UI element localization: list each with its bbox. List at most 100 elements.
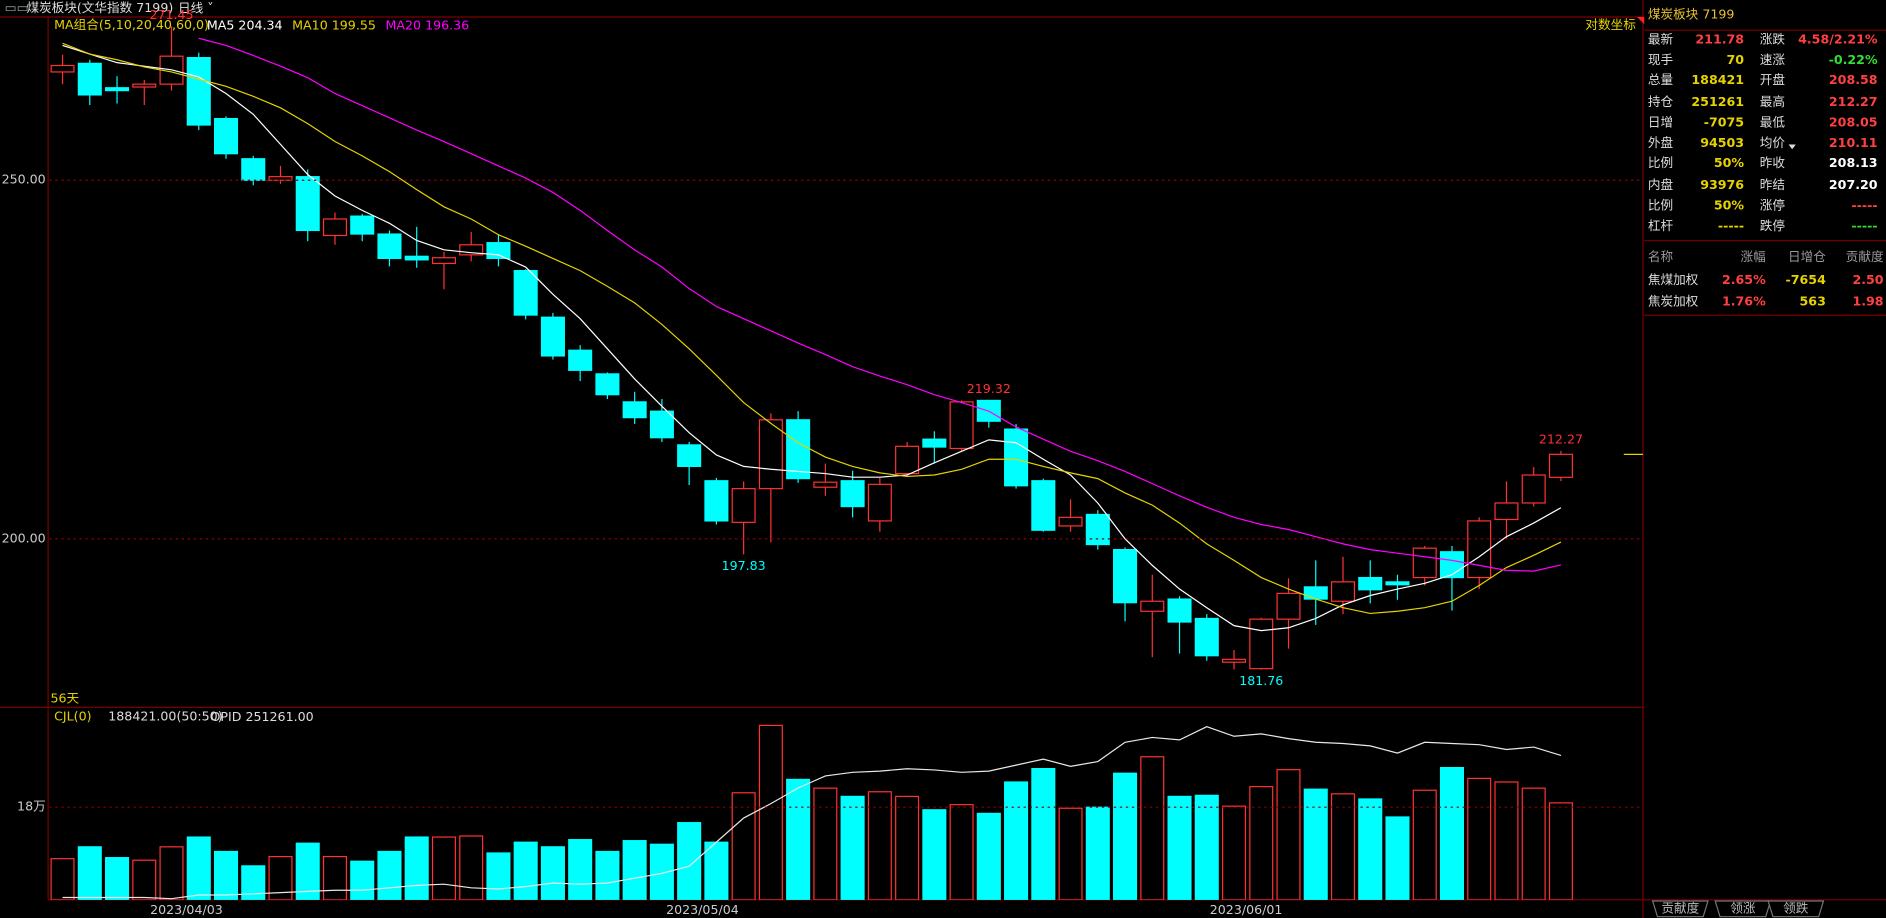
candle-body: [677, 444, 702, 468]
volume-bar: [922, 809, 947, 900]
table-header: 贡献度: [1846, 249, 1884, 264]
volume-bar: [813, 787, 838, 900]
volume-bar: [1412, 789, 1437, 900]
candle-body: [1140, 600, 1165, 612]
volume-bar: [1494, 781, 1519, 900]
candle-body: [1167, 598, 1192, 623]
volume-bar: [622, 840, 647, 900]
volume-bar: [295, 842, 320, 900]
volume-bar: [1004, 781, 1029, 900]
quote-value: 188421: [1691, 72, 1744, 87]
quote-value: 208.05: [1829, 114, 1878, 129]
tab[interactable]: [1767, 900, 1825, 918]
volume-bar: [1439, 766, 1464, 900]
ma-legend-value: 199.55: [332, 17, 376, 32]
quote-value: 70: [1727, 52, 1745, 67]
candle-body: [513, 270, 538, 316]
candle-body: [186, 57, 211, 126]
instrument-title: 煤炭板块(文华指数 7199): [26, 0, 173, 15]
tab-label[interactable]: 贡献度: [1661, 900, 1699, 915]
tab[interactable]: [1714, 900, 1772, 918]
volume-bar: [786, 778, 811, 900]
candle-body: [622, 401, 647, 419]
table-cell: 1.98: [1852, 294, 1883, 309]
candle-body: [1467, 520, 1492, 579]
candle-body: [105, 87, 130, 92]
period-selector[interactable]: 日线 ˅: [178, 0, 214, 15]
opid-line: [62, 726, 1562, 900]
candle-body: [1276, 592, 1301, 620]
opid-name: OPID: [210, 709, 241, 724]
volume-bar: [1276, 769, 1301, 900]
extreme-label: 219.32: [967, 381, 1011, 396]
panel-code: 7199: [1702, 6, 1734, 21]
quote-value: 212.27: [1829, 94, 1878, 109]
candle-body: [813, 481, 838, 488]
candle-body: [895, 445, 920, 475]
table-cell[interactable]: 焦煤加权: [1648, 272, 1699, 287]
period-label[interactable]: 日线: [178, 0, 204, 15]
candle-body: [295, 176, 320, 232]
quote-value: -7075: [1704, 114, 1744, 129]
candle-body: [649, 410, 674, 439]
table-cell: 563: [1800, 294, 1826, 309]
tab-label[interactable]: 领涨: [1730, 900, 1756, 915]
quote-value: -----: [1851, 218, 1877, 233]
quote-value: -0.22%: [1829, 52, 1878, 67]
candle-body: [595, 373, 620, 396]
candle-body: [1249, 618, 1274, 670]
price-pane: [50, 26, 1573, 670]
candle-body: [1058, 516, 1083, 527]
volume-bar: [949, 804, 974, 900]
table-cell[interactable]: 焦炭加权: [1648, 294, 1699, 309]
quote-value: 93976: [1700, 177, 1744, 192]
quote-label: 开盘: [1760, 72, 1786, 87]
candle-body: [786, 419, 811, 480]
tab[interactable]: [1651, 900, 1709, 918]
opid-value: 251261.00: [245, 709, 313, 724]
x-tick-label: 2023/06/01: [1210, 902, 1283, 917]
ma-group-label[interactable]: MA组合(5,10,20,40,60,0): [54, 17, 209, 32]
candle-body: [132, 83, 157, 88]
volume-bar: [513, 841, 538, 900]
volume-bar: [1194, 794, 1219, 900]
log-scale-label[interactable]: 对数坐标: [1585, 17, 1636, 32]
candle-body: [1221, 658, 1247, 663]
ma-legend-name: MA20: [386, 17, 422, 32]
candle-body: [1113, 548, 1138, 604]
tab-label[interactable]: 领跌: [1783, 900, 1809, 915]
volume-bar: [241, 865, 266, 900]
candle-body: [241, 158, 266, 181]
volume-bar: [486, 852, 511, 900]
candle-body: [1494, 502, 1519, 521]
candle-body: [213, 117, 239, 155]
candle-body: [540, 316, 565, 357]
quote-label: 内盘: [1648, 177, 1674, 192]
volume-info: 188421.00(50:50): [108, 709, 222, 724]
quote-value: 210.11: [1829, 135, 1878, 150]
candle-body: [758, 419, 783, 490]
candle-body: [350, 215, 375, 235]
volume-bar: [159, 846, 184, 900]
volume-bar: [731, 792, 756, 900]
days-label: 56天: [51, 690, 80, 705]
quote-label: 比例: [1648, 197, 1673, 212]
ma-legend: MA20 196.36: [386, 17, 470, 32]
quote-label: 昨结: [1760, 177, 1785, 192]
quote-label: 速涨: [1760, 52, 1786, 67]
candle-body: [1303, 586, 1328, 600]
ma-legend-value: 204.34: [238, 17, 282, 32]
volume-bar: [595, 850, 620, 900]
volume-bar: [1113, 772, 1138, 900]
quote-label: 总量: [1648, 72, 1674, 87]
candle-body: [867, 483, 892, 522]
volume-bar: [1330, 793, 1356, 900]
quote-value: 4.58/2.21%: [1798, 31, 1878, 46]
quote-label: 最新: [1648, 31, 1674, 46]
quote-label: 跌停: [1760, 218, 1785, 233]
candle-body: [1412, 547, 1437, 579]
volume-bar: [1521, 787, 1546, 900]
panel-name: 煤炭板块: [1648, 6, 1699, 21]
quote-label: 均价: [1760, 135, 1786, 150]
table-header: 名称: [1648, 249, 1674, 264]
